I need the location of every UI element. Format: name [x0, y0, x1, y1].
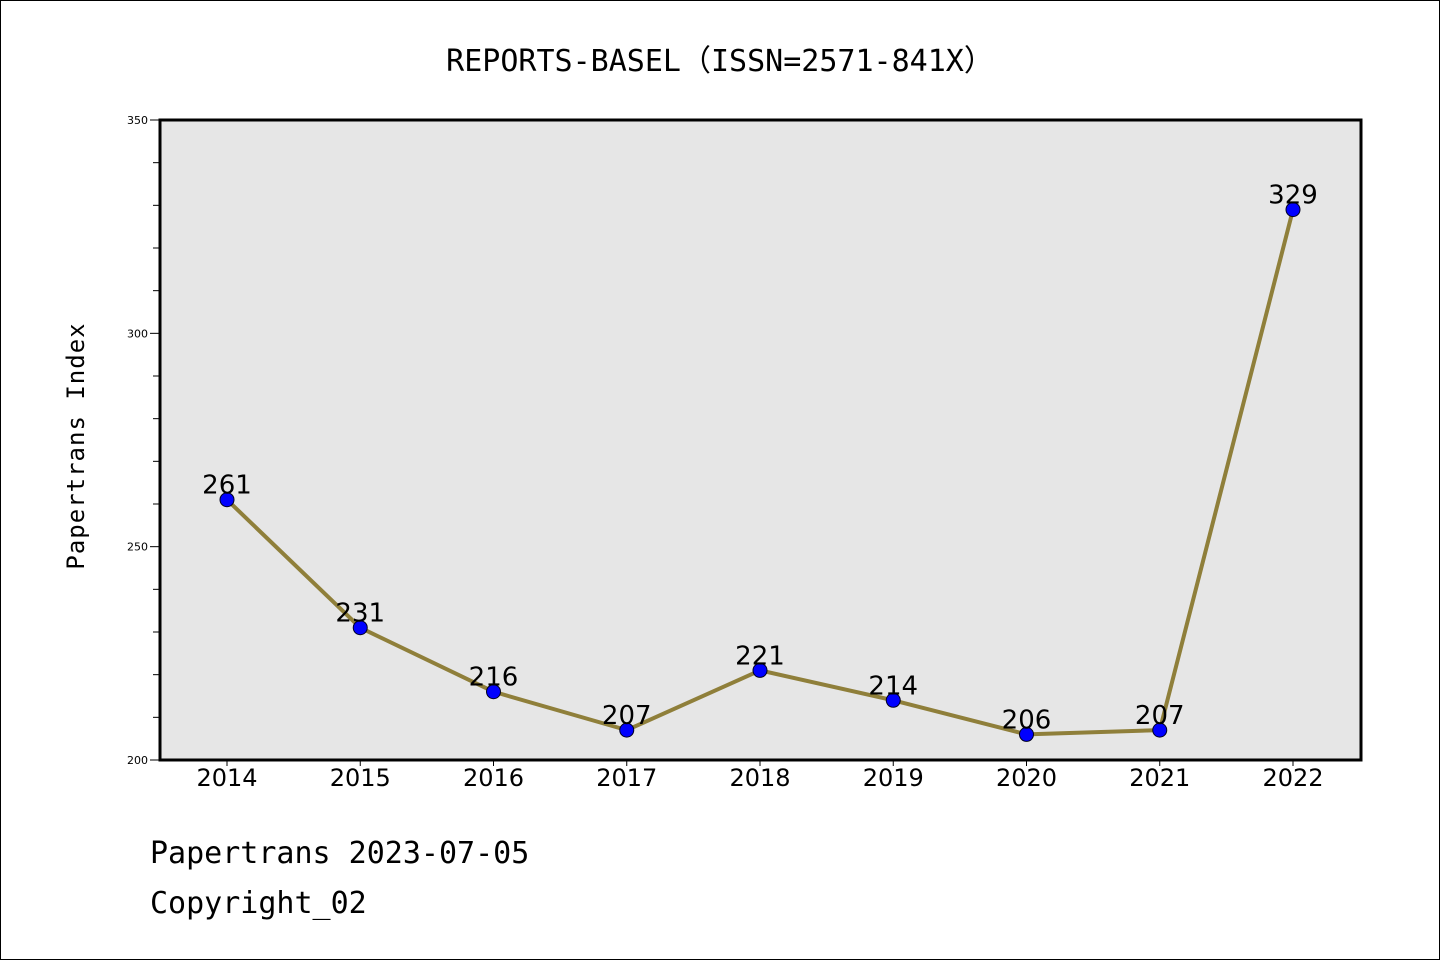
series-group	[219, 202, 1301, 742]
x-axis: 2014 2015 2016 2017 2018 2019 2020 2021 2022	[196, 760, 1324, 792]
data-point	[1152, 722, 1168, 738]
data-label: 261	[202, 471, 252, 501]
x-tick-label: 2014	[196, 764, 257, 792]
y-tick-label: 350	[127, 114, 148, 127]
data-label: 214	[868, 671, 918, 701]
x-tick-label: 2022	[1262, 764, 1323, 792]
data-point	[1019, 726, 1034, 742]
y-tick-label: 250	[127, 541, 148, 554]
data-point	[352, 620, 368, 636]
x-tick-label: 2017	[596, 764, 657, 792]
data-point	[1285, 202, 1301, 218]
plot-border	[158, 118, 1363, 762]
x-tick-label: 2019	[863, 764, 924, 792]
footer-date: Papertrans 2023-07-05	[150, 836, 530, 871]
data-point	[219, 492, 235, 508]
x-tick-label: 2021	[1129, 764, 1190, 792]
data-label: 207	[602, 701, 652, 731]
x-tick-label: 2016	[463, 764, 524, 792]
data-labels-group: 261 231 216 207 221 214 206 207 329	[202, 181, 1318, 736]
x-tick-label: 2020	[996, 764, 1057, 792]
data-point	[752, 662, 768, 678]
data-label: 329	[1268, 181, 1318, 211]
y-tick-label: 300	[127, 327, 148, 340]
footer-copyright: Copyright_02	[150, 886, 367, 921]
data-label: 231	[335, 599, 385, 629]
data-point	[619, 722, 635, 738]
plot-area	[160, 120, 1361, 760]
data-label: 207	[1135, 701, 1185, 731]
y-tick-label: 200	[127, 754, 148, 767]
data-label: 206	[1002, 705, 1052, 735]
data-label: 221	[735, 641, 785, 671]
y-axis: 200 250 300 350	[127, 114, 160, 767]
data-point	[885, 692, 901, 708]
data-point	[486, 684, 501, 700]
x-tick-label: 2015	[330, 764, 391, 792]
x-tick-label: 2018	[729, 764, 790, 792]
data-label: 216	[469, 663, 519, 693]
chart-title: REPORTS-BASEL（ISSN=2571-841X）	[446, 44, 994, 79]
